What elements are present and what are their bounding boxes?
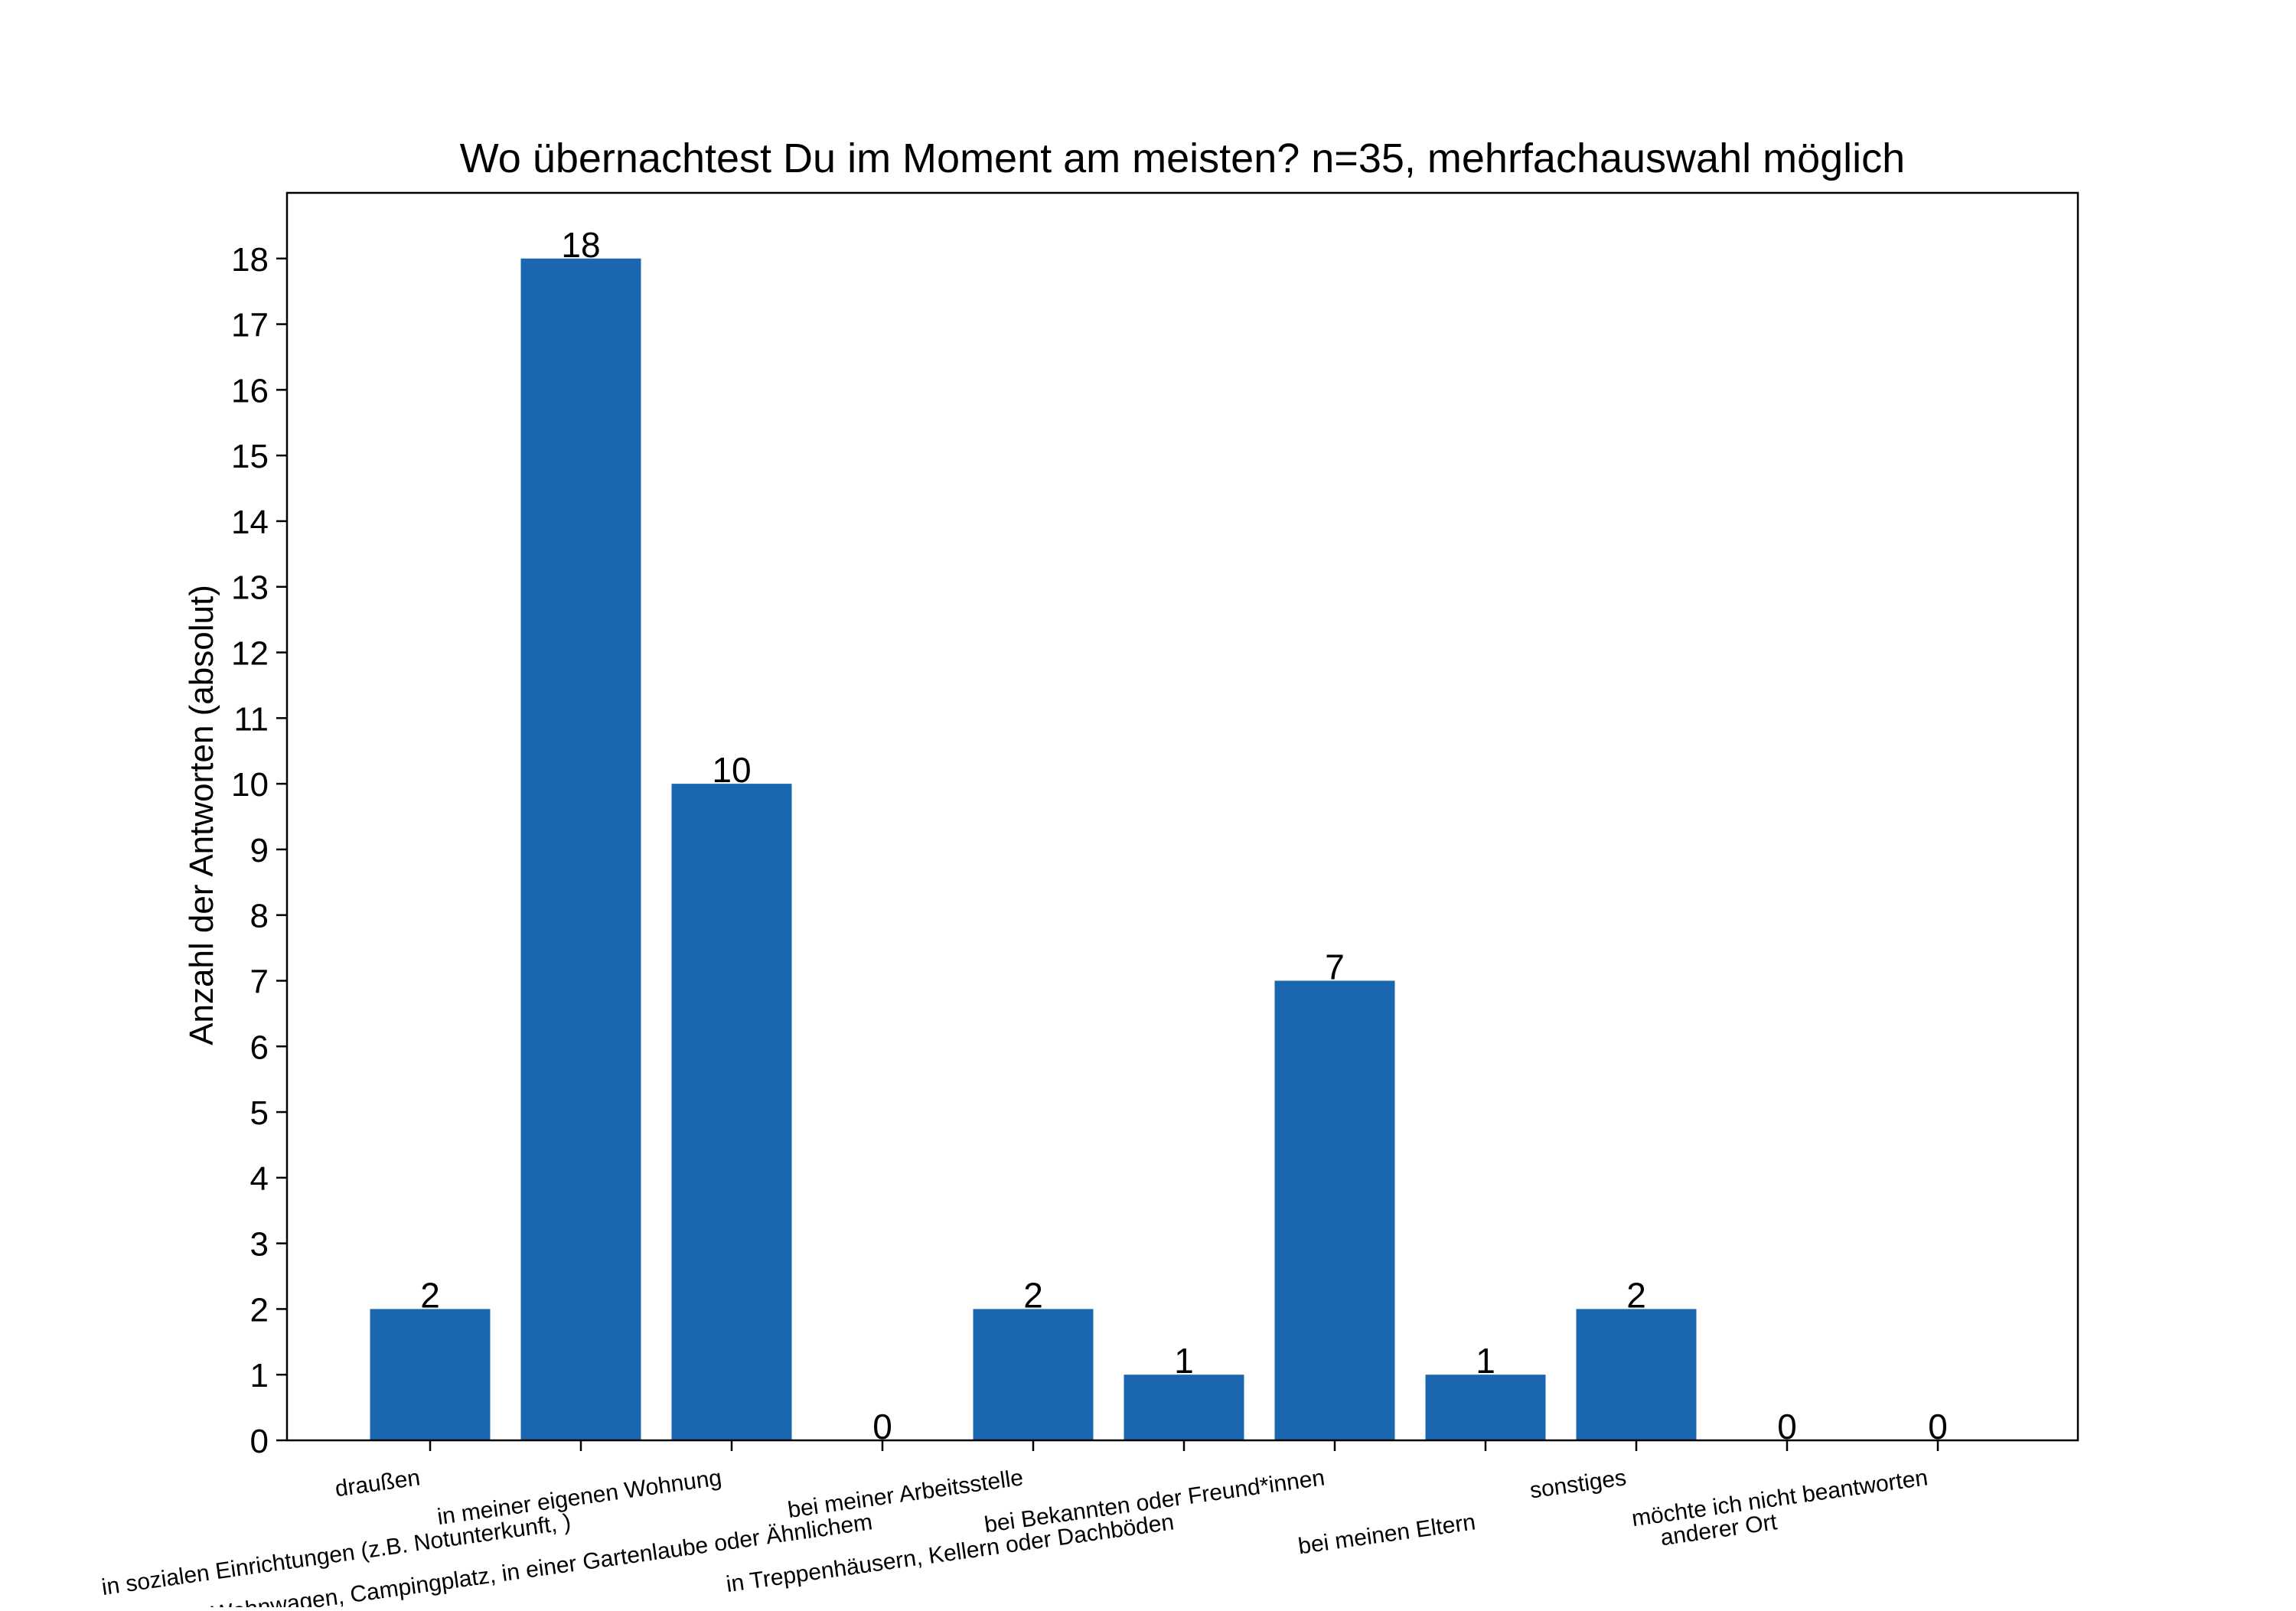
y-tick-label: 10 (231, 766, 269, 804)
y-tick-label: 2 (250, 1291, 269, 1329)
y-tick-label: 12 (231, 635, 269, 673)
bar (520, 258, 641, 1441)
y-tick-label: 5 (250, 1094, 269, 1132)
y-tick-label: 0 (250, 1423, 269, 1460)
bar (370, 1309, 491, 1440)
plot-area-frame (285, 191, 2079, 1442)
x-tick-label: in meiner eigenen Wohnung (435, 1465, 723, 1530)
x-tick-label: bei meinen Eltern (1296, 1509, 1477, 1559)
y-tick-label: 13 (231, 569, 269, 607)
bar-value-label: 2 (1023, 1275, 1043, 1315)
y-tick-label: 4 (250, 1160, 269, 1198)
bar (1576, 1309, 1697, 1440)
bar-value-label: 2 (420, 1275, 440, 1315)
y-axis-label: Anzahl der Antworten (absolut) (183, 585, 220, 1045)
y-tick-label: 9 (250, 832, 269, 869)
chart-title: Wo übernachtest Du im Moment am meisten?… (460, 135, 1905, 181)
x-tick-label: draußen (334, 1465, 422, 1502)
bar-value-label: 1 (1174, 1341, 1194, 1381)
bar-value-label: 10 (712, 750, 751, 790)
bars-group (370, 258, 1697, 1441)
bar-value-label: 2 (1626, 1275, 1646, 1315)
y-tick-label: 8 (250, 898, 269, 935)
bar (973, 1309, 1094, 1440)
y-tick-label: 17 (231, 307, 269, 344)
y-tick-label: 11 (233, 700, 269, 738)
bar (671, 784, 792, 1440)
y-tick-label: 15 (231, 438, 269, 475)
y-tick-label: 6 (250, 1029, 269, 1066)
bar (1425, 1375, 1546, 1440)
bar-value-label: 7 (1325, 947, 1345, 986)
x-tick-label: sonstiges (1528, 1465, 1628, 1503)
x-tick-label: möchte ich nicht beantworten (1630, 1465, 1929, 1531)
y-tick-label: 1 (250, 1357, 269, 1394)
bar-value-label: 18 (561, 225, 600, 265)
y-tick-label: 3 (250, 1226, 269, 1264)
y-tick-label: 14 (231, 504, 269, 541)
y-tick-label: 16 (231, 372, 269, 409)
y-tick-label: 7 (250, 963, 269, 1000)
bar (1124, 1375, 1244, 1440)
bar (1274, 980, 1395, 1440)
y-tick-label: 18 (231, 241, 269, 279)
bar-value-label: 1 (1476, 1341, 1495, 1381)
